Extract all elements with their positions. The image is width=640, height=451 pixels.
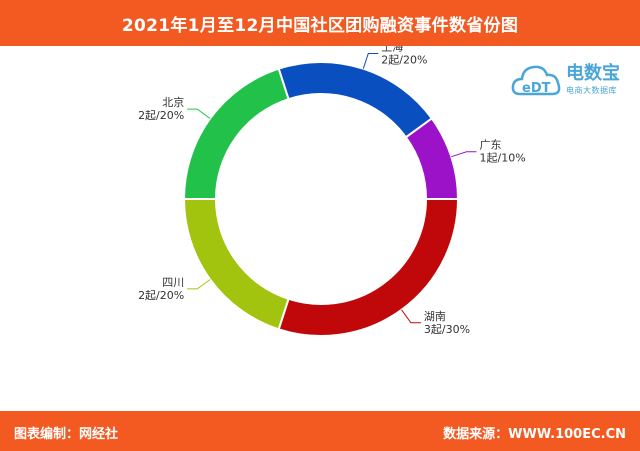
footer-source: 数据来源：WWW.100EC.CN [443, 427, 626, 442]
cloud-logo-icon: eDT [511, 65, 561, 96]
footer-bar: 图表编制：网经社 数据来源：WWW.100EC.CN [0, 411, 640, 451]
slice-上海 [277, 61, 434, 139]
slice-北京 [182, 67, 290, 200]
title-bar: 2021年1月至12月中国社区团购融资事件数省份图 [0, 0, 640, 46]
slice-value-label-广东: 1起/10% [480, 152, 526, 165]
logo-tagline: 电商大数据库 [566, 86, 617, 95]
slice-name-湖南: 湖南 [424, 310, 446, 323]
leader-四川 [187, 279, 211, 290]
leader-上海 [362, 52, 379, 69]
slice-value-label-上海: 2起/20% [381, 53, 427, 66]
leader-广东 [451, 151, 477, 158]
brand-logo: eDT 电数宝 电商大数据库 [510, 56, 635, 106]
slice-name-四川: 四川 [162, 276, 184, 289]
footer-credit: 图表编制：网经社 [14, 427, 119, 442]
logo-name: 电数宝 [566, 63, 620, 84]
slice-name-上海: 上海 [381, 46, 403, 53]
leader-湖南 [401, 309, 421, 324]
leader-北京 [187, 108, 211, 119]
slice-value-label-北京: 2起/20% [138, 109, 184, 122]
slice-广东 [404, 117, 460, 200]
slice-value-label-四川: 2起/20% [138, 289, 184, 302]
slice-name-北京: 北京 [162, 95, 184, 109]
slice-value-label-湖南: 3起/30% [424, 323, 470, 336]
chart-title: 2021年1月至12月中国社区团购融资事件数省份图 [121, 15, 519, 36]
donut-slices [182, 61, 460, 337]
logo-mark: eDT [522, 81, 551, 96]
label-leaders [187, 52, 477, 324]
slice-name-广东: 广东 [480, 139, 502, 152]
slice-四川 [182, 198, 290, 331]
